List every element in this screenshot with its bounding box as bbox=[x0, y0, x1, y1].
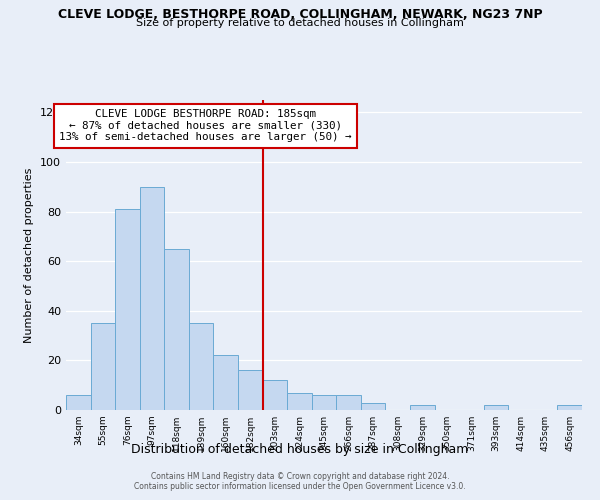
Bar bbox=[361, 402, 385, 410]
Bar bbox=[263, 380, 287, 410]
Bar bbox=[410, 405, 434, 410]
Bar bbox=[214, 356, 238, 410]
Text: Contains HM Land Registry data © Crown copyright and database right 2024.: Contains HM Land Registry data © Crown c… bbox=[151, 472, 449, 481]
Bar bbox=[312, 395, 336, 410]
Bar bbox=[484, 405, 508, 410]
Bar bbox=[189, 323, 214, 410]
Bar bbox=[336, 395, 361, 410]
Bar bbox=[140, 187, 164, 410]
Bar bbox=[164, 249, 189, 410]
Bar bbox=[238, 370, 263, 410]
Text: CLEVE LODGE BESTHORPE ROAD: 185sqm
← 87% of detached houses are smaller (330)
13: CLEVE LODGE BESTHORPE ROAD: 185sqm ← 87%… bbox=[59, 110, 352, 142]
Y-axis label: Number of detached properties: Number of detached properties bbox=[25, 168, 34, 342]
Bar bbox=[91, 323, 115, 410]
Bar bbox=[287, 392, 312, 410]
Bar bbox=[66, 395, 91, 410]
Bar bbox=[557, 405, 582, 410]
Text: Distribution of detached houses by size in Collingham: Distribution of detached houses by size … bbox=[131, 442, 469, 456]
Text: Size of property relative to detached houses in Collingham: Size of property relative to detached ho… bbox=[136, 18, 464, 28]
Text: CLEVE LODGE, BESTHORPE ROAD, COLLINGHAM, NEWARK, NG23 7NP: CLEVE LODGE, BESTHORPE ROAD, COLLINGHAM,… bbox=[58, 8, 542, 20]
Bar bbox=[115, 209, 140, 410]
Text: Contains public sector information licensed under the Open Government Licence v3: Contains public sector information licen… bbox=[134, 482, 466, 491]
